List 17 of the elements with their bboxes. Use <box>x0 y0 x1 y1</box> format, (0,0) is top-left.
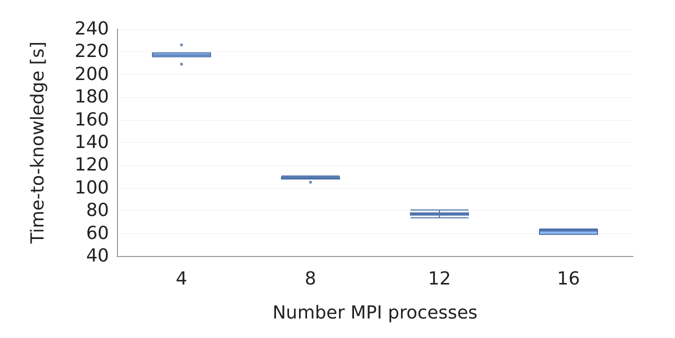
y-tick-label: 140 <box>74 132 109 153</box>
y-tick-label: 160 <box>74 109 109 130</box>
y-tick-label: 200 <box>74 64 109 85</box>
x-tick-label: 8 <box>304 268 316 290</box>
y-tick-label: 80 <box>86 200 109 222</box>
x-tick-label: 4 <box>176 268 188 290</box>
y-tick-label: 40 <box>86 246 109 266</box>
x-tick-label: 16 <box>557 268 580 290</box>
y-axis-title: Time-to-knowledge [s] <box>28 41 48 245</box>
y-tick-label: 120 <box>74 154 109 176</box>
y-tick-label: 220 <box>74 41 109 62</box>
y-tick-label: 240 <box>74 18 109 40</box>
y-tick-label: 180 <box>74 86 109 108</box>
x-axis-title: Number MPI processes <box>272 302 478 324</box>
x-tick-label: 12 <box>428 268 451 290</box>
y-tick-label: 100 <box>74 177 109 198</box>
y-tick-label: 60 <box>86 222 109 244</box>
